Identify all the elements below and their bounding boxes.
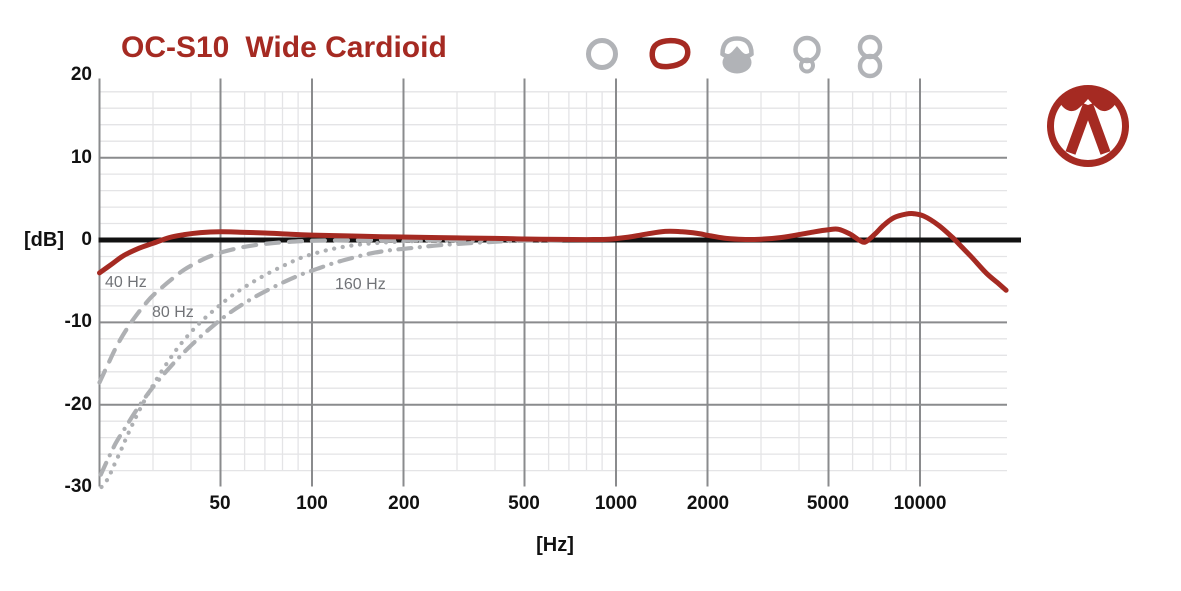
model-name: OC-S10 (121, 31, 230, 64)
y-axis-tick-label: 20 (70, 64, 92, 85)
y-axis-tick-label: 10 (70, 147, 92, 168)
filter-curve-label-40hz: 40 Hz (105, 274, 147, 291)
x-axis-tick-label: 1000 (594, 493, 638, 514)
x-axis-tick-label: 500 (508, 493, 540, 514)
y-axis-tick-label: 0 (81, 229, 92, 250)
hypercardioid-pattern-icon (793, 35, 821, 74)
x-axis-tick-label: 50 (209, 493, 231, 514)
frequency-response-curve (97, 210, 1009, 293)
low-cut-filter-160hz-curve (98, 237, 571, 477)
x-axis-tick-label: 200 (388, 493, 420, 514)
y-axis-tick-label: -30 (64, 476, 92, 497)
pattern-name: Wide Cardioid (245, 31, 447, 64)
major-gridlines (98, 78, 1007, 487)
y-axis-tick-label: -10 (64, 311, 92, 332)
chart-title: OC-S10 Wide Cardioid (121, 31, 447, 65)
low-cut-filter-40hz-curve (97, 237, 468, 385)
austrian-audio-logo-icon (1047, 85, 1129, 167)
figure-8-pattern-icon (857, 34, 883, 79)
minor-gridlines (99, 91, 1007, 472)
filter-curve-label-80hz: 80 Hz (152, 304, 194, 321)
y-axis-tick-label: -20 (64, 394, 92, 415)
x-axis-tick-label: 5000 (806, 493, 850, 514)
y-axis-unit-label: [dB] (24, 229, 64, 251)
x-axis-tick-label: 10000 (893, 493, 947, 514)
filter-curve-label-160hz: 160 Hz (335, 276, 386, 293)
x-axis-tick-label: 2000 (686, 493, 730, 514)
x-axis-tick-label: 100 (296, 493, 328, 514)
x-axis-unit-label: [Hz] (536, 534, 574, 556)
wide-cardioid-pattern-icon (649, 37, 691, 70)
cardioid-pattern-icon (720, 36, 754, 74)
omni-pattern-icon (586, 38, 618, 70)
